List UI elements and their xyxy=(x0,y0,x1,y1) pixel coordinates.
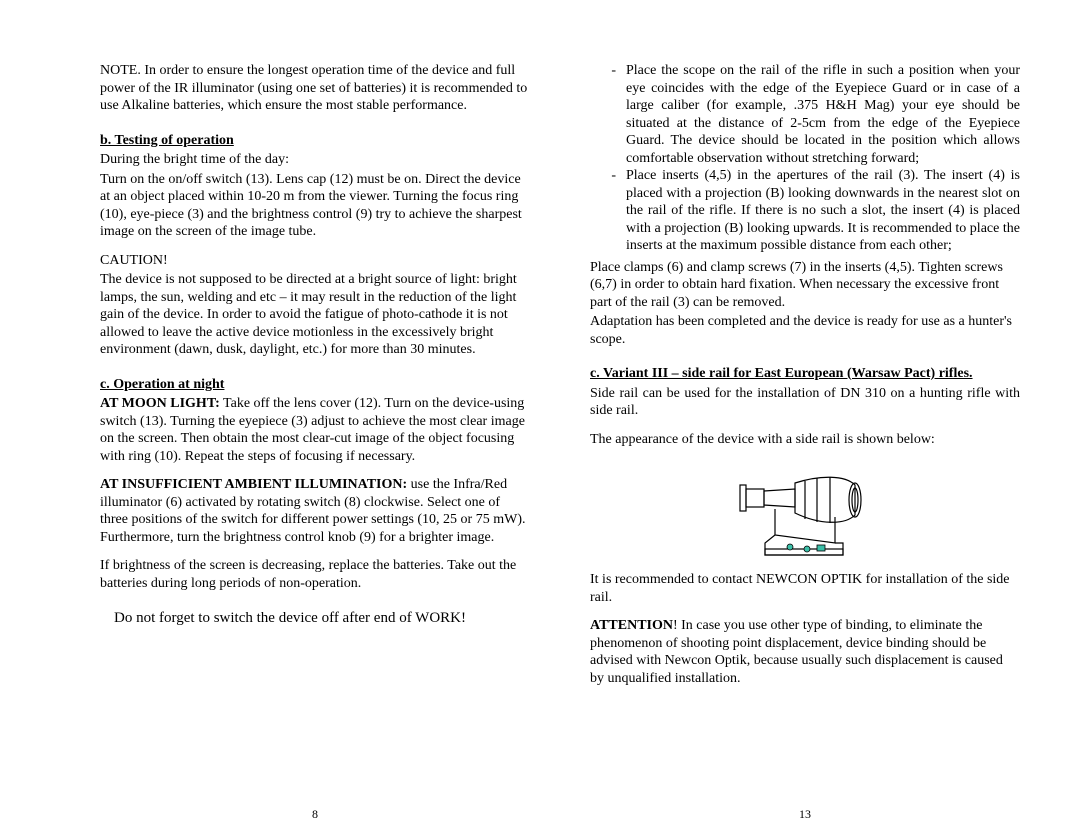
battery-paragraph: If brightness of the screen is decreasin… xyxy=(100,557,530,592)
testing-line1: During the bright time of the day: xyxy=(100,151,530,169)
attention-paragraph: ATTENTION! In case you use other type of… xyxy=(590,617,1020,687)
page-number-left: 8 xyxy=(100,807,530,834)
bullet-place-inserts: Place inserts (4,5) in the apertures of … xyxy=(616,167,1020,255)
heading-variant3: c. Variant III – side rail for East Euro… xyxy=(590,365,1020,383)
insufficient-label: AT INSUFFICIENT AMBIENT ILLUMINATION: xyxy=(100,477,407,492)
moonlight-paragraph: AT MOON LIGHT: Take off the lens cover (… xyxy=(100,395,530,465)
appearance-paragraph: The appearance of the device with a side… xyxy=(590,431,1020,449)
siderail-paragraph: Side rail can be used for the installati… xyxy=(590,385,1020,420)
page-spread: NOTE. In order to ensure the longest ope… xyxy=(0,0,1080,834)
testing-line2: Turn on the on/off switch (13). Lens cap… xyxy=(100,171,530,241)
page-number-right: 13 xyxy=(590,807,1020,834)
clamps-paragraph: Place clamps (6) and clamp screws (7) in… xyxy=(590,259,1020,312)
moonlight-label: AT MOON LIGHT: xyxy=(100,396,220,411)
left-column: NOTE. In order to ensure the longest ope… xyxy=(100,62,530,834)
caution-label: CAUTION! xyxy=(100,252,530,270)
heading-testing: b. Testing of operation xyxy=(100,132,530,150)
attention-label: ATTENTION xyxy=(590,618,673,633)
bullet-place-scope: Place the scope on the rail of the rifle… xyxy=(616,62,1020,167)
caution-body: The device is not supposed to be directe… xyxy=(100,271,530,359)
note-paragraph: NOTE. In order to ensure the longest ope… xyxy=(100,62,530,115)
scope-figure xyxy=(590,465,1020,565)
heading-operation-night: c. Operation at night xyxy=(100,376,530,394)
right-column: Place the scope on the rail of the rifle… xyxy=(590,62,1020,834)
instruction-bullets: Place the scope on the rail of the rifle… xyxy=(590,62,1020,255)
adaptation-paragraph: Adaptation has been completed and the de… xyxy=(590,313,1020,348)
contact-paragraph: It is recommended to contact NEWCON OPTI… xyxy=(590,571,1020,606)
scope-illustration-icon xyxy=(735,465,875,565)
insufficient-paragraph: AT INSUFFICIENT AMBIENT ILLUMINATION: us… xyxy=(100,476,530,546)
reminder-line: Do not forget to switch the device off a… xyxy=(100,609,530,628)
